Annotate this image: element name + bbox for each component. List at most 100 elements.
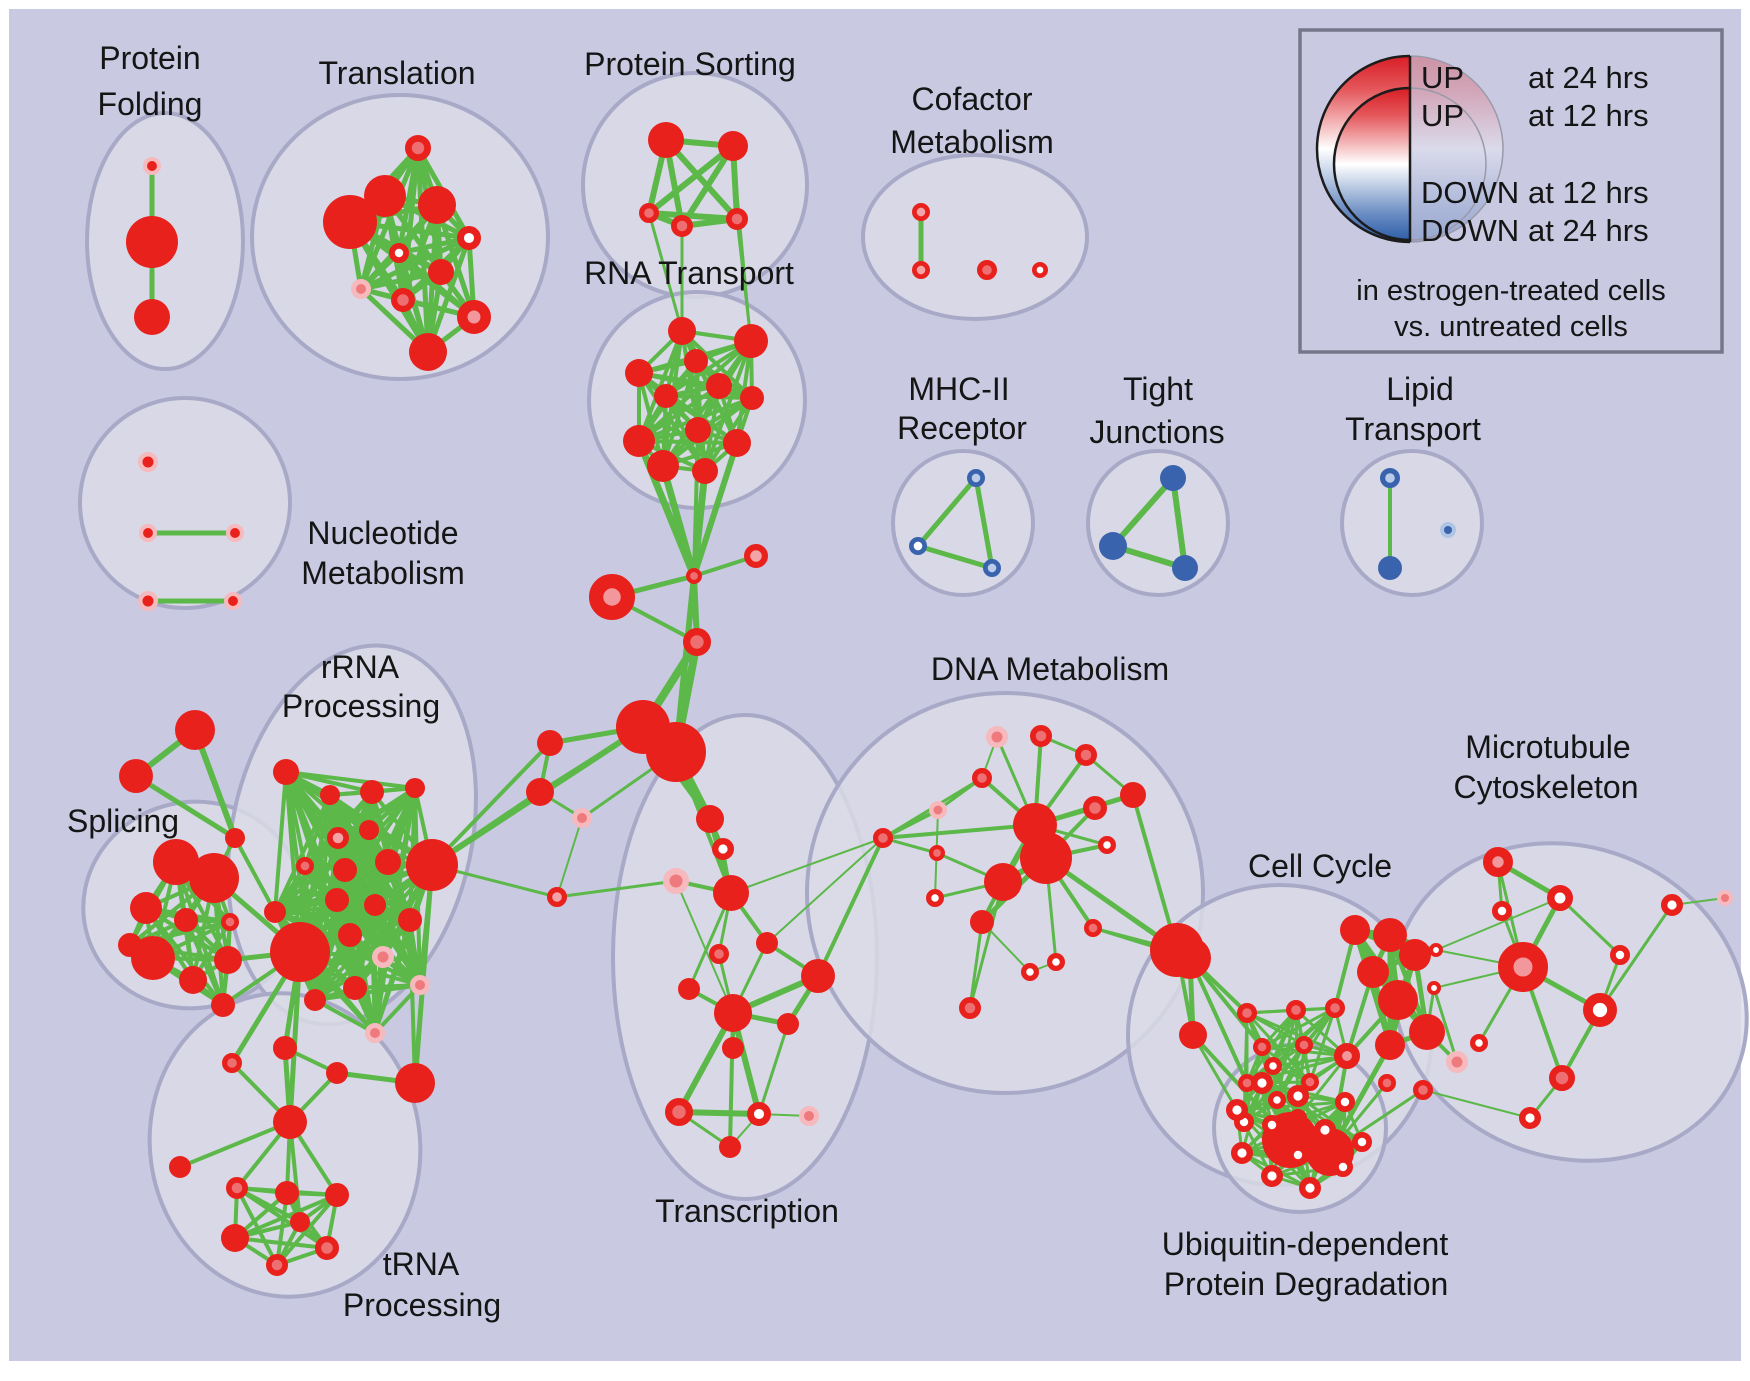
edge [1432,986,1459,1064]
node-tn4 [273,1105,307,1139]
edge [973,475,995,571]
node-tn9 [221,1224,249,1252]
node-tr4 [457,225,482,250]
edge [915,543,995,571]
legend-caption-line1: in estrogen-treated cells [1356,275,1666,307]
node-dm7 [929,845,946,862]
legend-caption-line2: vs. untreated cells [1394,311,1628,343]
node-nm1 [138,524,157,543]
edge [273,910,412,922]
node-tn3 [395,1063,435,1103]
edge [434,202,477,320]
node-mc8 [1717,890,1733,906]
node-dm3 [971,767,992,788]
edge [273,770,288,914]
node-rr18 [304,989,326,1011]
edge [1598,903,1674,1012]
edge [313,998,377,1035]
node-tr5 [388,242,409,263]
node-tn10 [314,1235,339,1260]
node-ub4 [1262,1115,1283,1136]
edge [730,837,884,894]
node-rr6 [295,857,314,876]
node-tn0 [222,1052,243,1073]
node-rt8 [623,425,655,457]
edge [1170,475,1188,571]
node-ps0 [648,122,684,158]
legend-time-3: at 12 hrs [1528,175,1649,210]
cluster-label-translation: Translation [318,55,475,91]
node-ct7 [526,778,554,806]
node-dm5 [1120,782,1146,808]
node-rt11 [692,458,718,484]
edge [273,903,377,914]
edge [915,475,979,549]
edge [373,955,385,1035]
edge [675,880,734,1014]
node-ub10 [1260,1164,1283,1187]
node-mc7 [1660,894,1683,917]
edge [273,828,371,914]
node-tr3 [418,186,456,224]
edge [313,983,422,1002]
node-tx2 [663,868,689,894]
edge [816,836,885,978]
edge [757,1022,790,1116]
node-cf0 [912,202,931,221]
node-ub9 [1333,1157,1354,1178]
node-lt0 [1379,468,1400,489]
node-rr9 [406,839,458,891]
edge [728,1011,735,1149]
node-mc5 [1498,942,1548,992]
node-tx12 [746,1101,771,1126]
edge [732,145,752,342]
cluster-label-lipid-transport-line1: Lipid [1386,371,1454,407]
node-rt3 [684,349,708,373]
node-ccm0 [1446,1051,1468,1073]
legend-direction-3: DOWN [1421,175,1519,210]
node-cc15 [1373,918,1407,952]
cluster-label-trna-processing-line2: Processing [343,1287,501,1323]
node-ct9 [546,886,567,907]
node-rr11 [364,894,386,916]
edge [968,880,1005,1010]
edge [766,837,884,944]
node-tx13 [799,1106,819,1126]
node-mh0 [967,468,986,487]
cluster-label-nucleotide-metabolism-line2: Metabolism [301,555,465,591]
node-mc3 [1429,943,1444,958]
node-cf1 [912,260,931,279]
node-cc19 [1409,1014,1445,1050]
node-tn1 [273,1036,297,1060]
legend-box [1298,28,1724,354]
node-pf2 [134,299,170,335]
node-rr3 [405,778,425,798]
edge [313,918,412,1002]
cluster-label-transcription: Transcription [655,1193,839,1229]
node-mc0 [1483,847,1514,878]
edge [555,879,678,899]
node-sp3 [174,908,198,932]
node-sp4 [220,913,239,932]
node-ps1 [718,131,748,161]
cluster-label-rrna-processing-line1: rRNA [321,649,400,685]
node-tri1 [119,759,153,793]
node-cc11 [1267,1090,1286,1109]
edge [1188,956,1249,1085]
node-cc14 [1340,915,1370,945]
cluster-label-microtubule-cytoskeleton-line1: Microtubule [1465,729,1630,765]
legend-circle-left-half [1315,54,1410,244]
edge [178,1120,292,1169]
node-mh2 [983,559,1002,578]
node-ub0 [1250,1071,1273,1094]
node-sp9 [211,993,235,1017]
node-cc0 [1169,937,1211,979]
node-nm3 [138,591,158,611]
cluster-label-cell-cycle: Cell Cycle [1248,848,1392,884]
node-tx11 [665,1098,694,1127]
node-cc18 [1378,980,1418,1020]
node-tx5 [708,943,729,964]
node-sp8 [179,966,207,994]
node-tr6 [428,259,454,285]
node-mc1 [1547,885,1574,912]
